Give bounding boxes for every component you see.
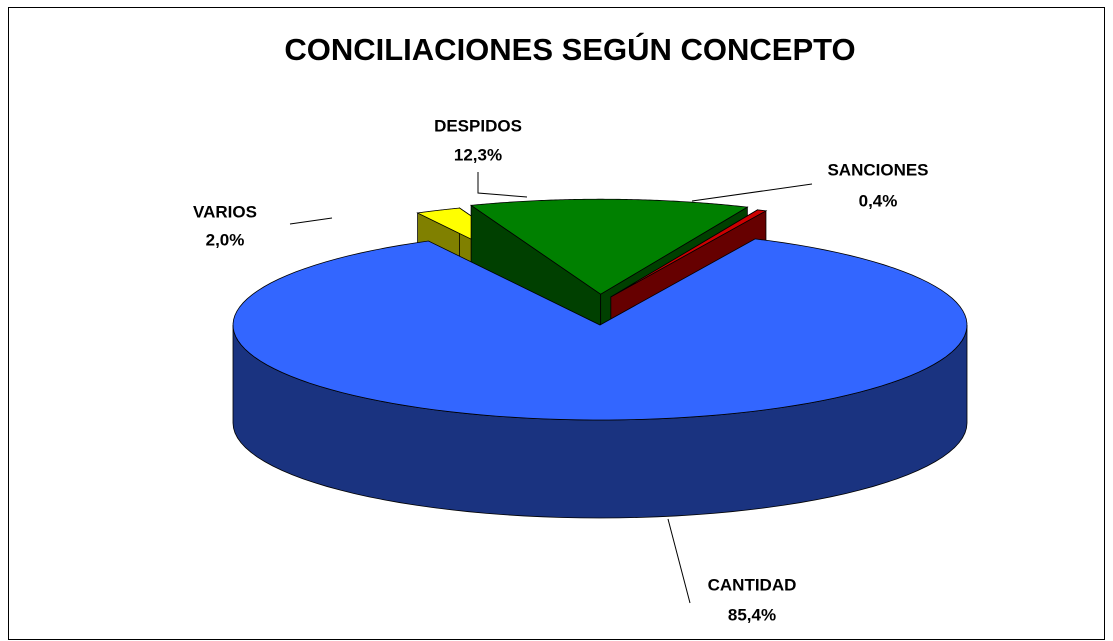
pie (232, 198, 968, 519)
leader-line (289, 217, 333, 225)
slice-value-label: 0,4% (859, 191, 898, 210)
leader-line (477, 172, 528, 198)
slice-value-label: 85,4% (728, 605, 776, 624)
slice-label: SANCIONES (827, 160, 928, 179)
slice-label: VARIOS (193, 202, 257, 221)
slice (232, 238, 968, 421)
leader-line (691, 183, 813, 202)
leader-line (667, 518, 691, 604)
chart-title: CONCILIACIONES SEGÚN CONCEPTO (284, 31, 855, 67)
slice-value-label: 2,0% (206, 230, 245, 249)
slice (469, 198, 749, 295)
slice (610, 209, 768, 298)
slice-label: DESPIDOS (434, 116, 522, 135)
slice-label: CANTIDAD (708, 575, 797, 594)
slice-value-label: 12,3% (454, 145, 502, 164)
